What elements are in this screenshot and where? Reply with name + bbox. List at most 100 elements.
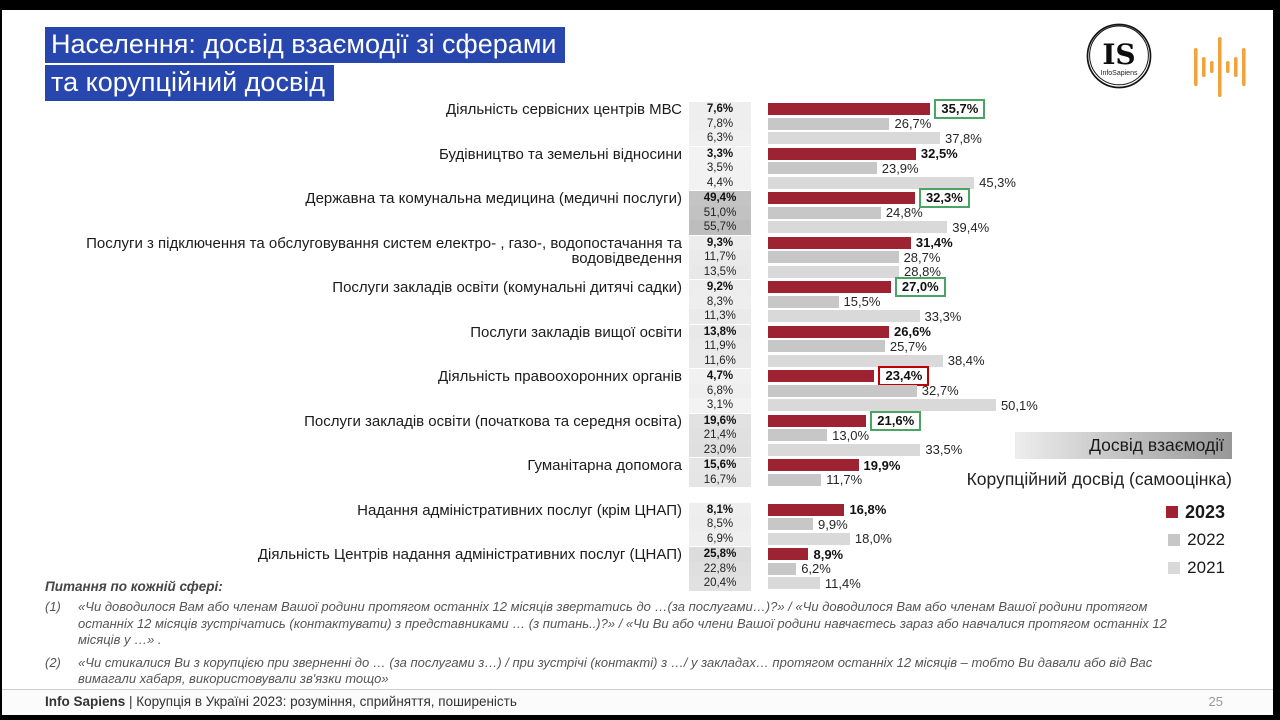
bar-2023 [768, 459, 859, 472]
footnote-item: (2) «Чи стикалися Ви з корупцією при зве… [45, 655, 1195, 688]
bars: 8,9% 6,2% 11,4% [751, 547, 1231, 591]
experience-value-2022: 16,7% [689, 472, 751, 487]
experience-value-2023: 4,7% [689, 369, 751, 384]
bar-2022 [768, 340, 885, 353]
bar-2023 [768, 548, 809, 561]
infosapiens-name: InfoSapiens [1101, 70, 1138, 77]
bar-row-2023: 23,4% [768, 366, 1231, 387]
bar-2021 [768, 532, 850, 545]
category-group: Будівництво та земельні відносини 3,3% 3… [44, 145, 1231, 191]
experience-value-2021: 6,9% [689, 531, 751, 546]
bar-2022 [768, 206, 881, 219]
experience-values: 15,6% 16,7% [689, 458, 751, 502]
bar-row-2023: 8,9% [768, 547, 1231, 562]
footnote-item: (1) «Чи доводилося Вам або членам Вашої … [45, 599, 1195, 649]
experience-value-2023: 9,2% [689, 280, 751, 295]
footer-brand: Info Sapiens [45, 694, 126, 709]
footer-subtitle: | Корупція в Україні 2023: розуміння, сп… [125, 694, 517, 709]
experience-value-2023: 19,6% [689, 413, 751, 428]
bar-value-label-2022: 26,7% [894, 116, 932, 132]
bar-row-2023: 26,6% [768, 324, 1231, 339]
infosapiens-logo-icon: IS InfoSapiens [1086, 23, 1152, 89]
bar-2021 [768, 354, 943, 367]
bar-row-2021: 18,0% [768, 531, 1231, 546]
legend-swatch-2022 [1168, 534, 1181, 546]
category-label: Державна та комунальна медицина (медичні… [305, 190, 682, 207]
bar-value-label-2023: 31,4% [915, 235, 953, 251]
category-group: Державна та комунальна медицина (медичні… [44, 188, 1231, 235]
bar-2023 [768, 103, 931, 116]
bar-value-label-2022: 32,7% [921, 383, 959, 399]
bar-value-label-2021: 39,4% [952, 219, 990, 235]
bars: 19,9% 11,7% [751, 458, 1231, 502]
bar-2023 [768, 281, 891, 294]
bar-row-2021: 33,5% [768, 442, 1231, 457]
bar-2022 [768, 251, 899, 264]
bar-2023 [768, 370, 875, 383]
category-label: Діяльність правоохоронних органів [438, 368, 682, 385]
category-label: Послуги закладів освіти (комунальні дитя… [332, 279, 682, 296]
bar-2021 [768, 265, 900, 278]
bar-value-label-2023: 8,9% [813, 546, 844, 562]
slide-title-line2: та корупційний досвід [45, 65, 335, 101]
experience-value-2023: 13,8% [689, 324, 751, 339]
bar-row-2023: 32,3% [768, 188, 1231, 209]
infosapiens-initials: IS [1102, 38, 1135, 71]
experience-value-2021: 3,1% [689, 398, 751, 413]
bar-value-label-2023: 16,8% [849, 502, 887, 518]
bar-2021 [768, 577, 820, 590]
experience-value-2022: 51,0% [689, 205, 751, 220]
bar-value-label-2022: 9,9% [818, 516, 848, 532]
category-group: Послуги закладів освіти (початкова та се… [44, 410, 1231, 457]
legend-year-item: 2022 [1168, 528, 1225, 552]
bar-row-2023: 21,6% [768, 410, 1231, 431]
experience-value-2021: 13,5% [689, 264, 751, 279]
experience-values: 4,7% 6,8% 3,1% [689, 369, 751, 413]
bar-row-2022: 13,0% [768, 428, 1231, 443]
bar-row-2023: 32,5% [768, 146, 1231, 161]
bar-row-2022: 11,7% [768, 472, 1231, 487]
experience-values: 9,2% 8,3% 11,3% [689, 280, 751, 324]
bar-value-label-2021: 45,3% [979, 175, 1016, 191]
experience-value-2022: 21,4% [689, 428, 751, 443]
legend-year-label: 2022 [1187, 530, 1225, 549]
bar-2021 [768, 399, 996, 412]
experience-value-2022: 8,5% [689, 517, 751, 532]
footnote-number: (1) [45, 599, 61, 614]
experience-value-2022: 22,8% [689, 561, 751, 576]
legend-year-label: 2023 [1184, 501, 1225, 522]
footnote-text: «Чи стикалися Ви з корупцією при звернен… [78, 654, 1153, 687]
bar-value-label-2021: 50,1% [1000, 397, 1038, 413]
soundbars-logo-icon [1194, 37, 1246, 97]
bar-2021 [768, 221, 948, 234]
category-group: Надання адміністративних послуг (крім ЦН… [44, 501, 1231, 546]
experience-value-2023: 15,6% [689, 458, 751, 473]
experience-values: 13,8% 11,9% 11,6% [689, 324, 751, 368]
bar-2022 [768, 295, 839, 308]
category-label: Надання адміністративних послуг (крім ЦН… [357, 501, 682, 519]
bar-row-2023: 19,9% [768, 458, 1231, 473]
experience-value-2023: 8,1% [689, 502, 751, 517]
experience-values: 25,8% 22,8% 20,4% [689, 547, 751, 591]
bars: 35,7% 26,7% 37,8% [751, 99, 1231, 146]
experience-value-2021: 4,4% [689, 175, 751, 190]
category-group: Діяльність сервісних центрів МВС 7,6% 7,… [44, 99, 1231, 146]
footnotes: Питання по кожній сфері: (1) «Чи доводил… [45, 579, 1195, 694]
footnote-text: «Чи доводилося Вам або членам Вашої роди… [78, 599, 1167, 647]
bar-2022 [768, 429, 828, 442]
bar-2021 [768, 443, 921, 456]
bar-2022 [768, 117, 890, 130]
bar-value-label-2023: 21,6% [870, 410, 922, 431]
bar-2021 [768, 132, 940, 145]
category-label: Послуги закладів вищої освіти [470, 323, 682, 341]
footer-bar: Info Sapiens | Корупція в Україні 2023: … [2, 689, 1273, 715]
category-label: Послуги закладів освіти (початкова та се… [304, 412, 682, 430]
footnotes-heading: Питання по кожній сфері: [45, 579, 223, 594]
bar-2022 [768, 384, 917, 397]
experience-value-2022: 11,7% [689, 250, 751, 265]
experience-value-2021: 11,6% [689, 353, 751, 368]
bar-row-2022: 25,7% [768, 339, 1231, 354]
legend-years: 2023 2022 2021 [1165, 500, 1225, 580]
category-label: Будівництво та земельні відносини [439, 145, 682, 163]
bar-row-2023: 35,7% [768, 99, 1231, 120]
